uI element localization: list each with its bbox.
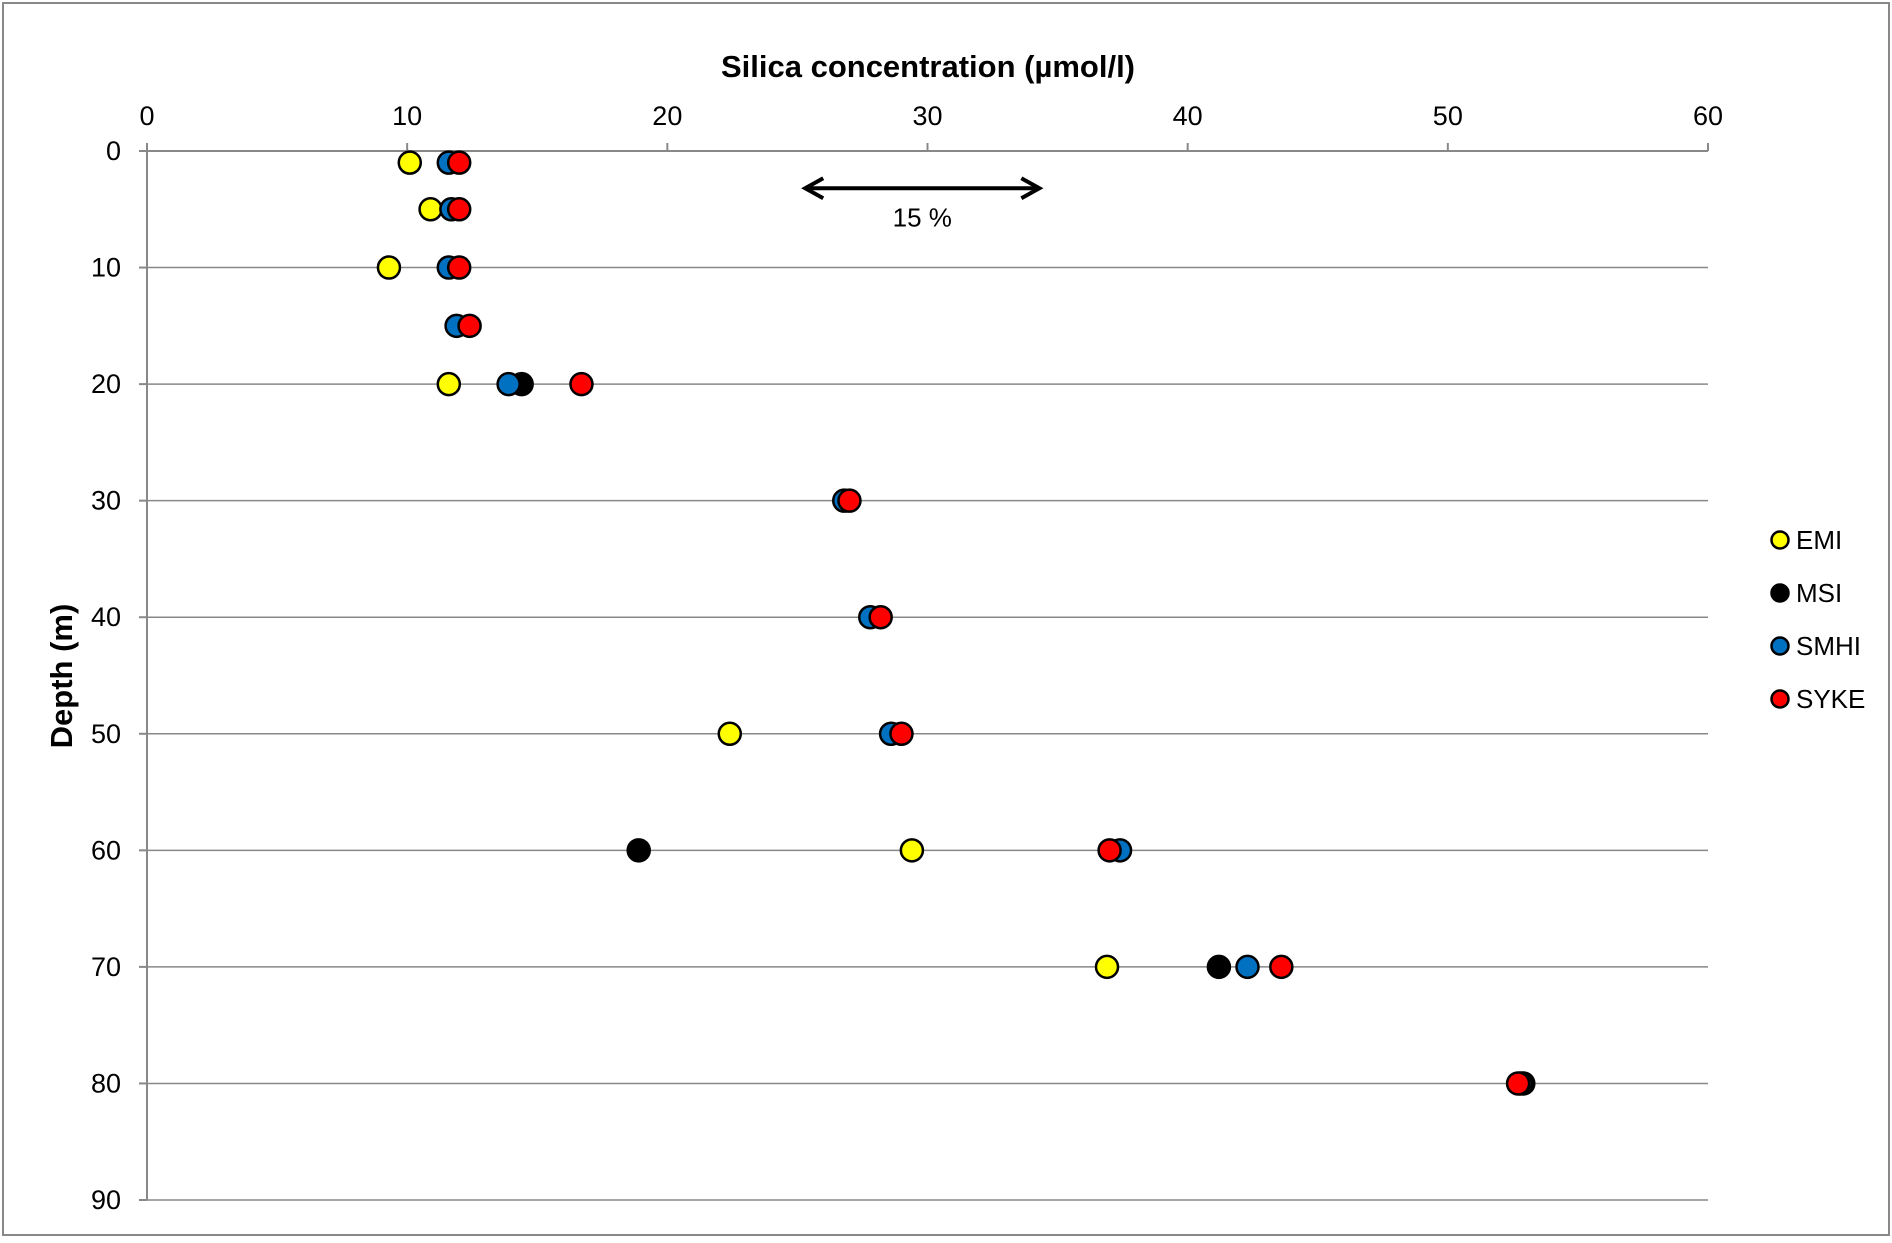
y-tick-label: 70 (91, 952, 121, 982)
x-tick-label: 0 (139, 101, 154, 131)
data-point-syke (1097, 838, 1122, 863)
legend-marker-smhi (1770, 636, 1790, 656)
x-tick-label: 60 (1693, 101, 1723, 131)
y-tick-label: 40 (91, 602, 121, 632)
data-point-syke (868, 604, 893, 630)
x-axis-ticks: 0 10 20 30 40 50 60 (139, 101, 1723, 151)
annotation-arrowhead-right (1020, 176, 1044, 201)
y-axis-title: Depth (m) (44, 604, 79, 749)
data-point-syke (446, 197, 472, 222)
x-tick-label: 50 (1433, 101, 1463, 131)
y-tick-label: 60 (91, 835, 121, 865)
data-point-syke (837, 488, 862, 513)
y-tick-label: 80 (91, 1068, 121, 1098)
legend: EMI MSI SMHI SYKE (1770, 525, 1865, 714)
y-tick-label: 90 (91, 1185, 121, 1215)
legend-label-syke: SYKE (1796, 684, 1865, 714)
data-point-syke (457, 313, 482, 339)
data-point-emi (436, 371, 462, 397)
data-point-syke (889, 721, 914, 747)
x-axis-title: Silica concentration (µmol/l) (721, 49, 1135, 84)
legend-marker-emi (1770, 530, 1790, 550)
data-point-smhi (496, 371, 521, 397)
data-point-msi (626, 838, 651, 863)
legend-label-msi: MSI (1796, 578, 1842, 608)
annotation-label: 15 % (893, 202, 952, 232)
x-tick-label: 20 (652, 101, 682, 131)
data-point-syke (446, 150, 472, 175)
data-point-emi (717, 721, 743, 747)
data-point-emi (397, 150, 423, 175)
data-point-msi (1206, 954, 1232, 980)
annotation-arrowhead-left (801, 176, 825, 201)
legend-marker-syke (1770, 689, 1790, 709)
legend-marker-msi (1770, 583, 1790, 603)
legend-label-emi: EMI (1796, 525, 1842, 555)
data-point-syke (1269, 954, 1294, 980)
data-point-emi (418, 197, 443, 222)
data-point-emi (376, 255, 402, 280)
x-tick-label: 10 (392, 101, 422, 131)
data-point-emi (899, 838, 925, 863)
data-point-emi (1094, 954, 1120, 980)
legend-label-smhi: SMHI (1796, 631, 1861, 661)
data-point-smhi (1235, 954, 1260, 980)
y-tick-label: 30 (91, 486, 121, 516)
x-tick-label: 40 (1173, 101, 1203, 131)
data-point-syke (1505, 1071, 1531, 1096)
y-tick-label: 0 (106, 136, 121, 166)
y-tick-label: 10 (91, 253, 121, 283)
data-point-syke (569, 371, 594, 397)
y-tick-label: 20 (91, 369, 121, 399)
range-annotation: 15 % (801, 176, 1044, 232)
data-point-syke (446, 255, 472, 280)
x-tick-label: 30 (912, 101, 942, 131)
y-axis-ticks: 0 10 20 30 40 50 60 70 80 90 (91, 136, 147, 1215)
gridlines (147, 266, 1708, 1201)
y-tick-label: 50 (91, 719, 121, 749)
data-points (376, 150, 1536, 1096)
